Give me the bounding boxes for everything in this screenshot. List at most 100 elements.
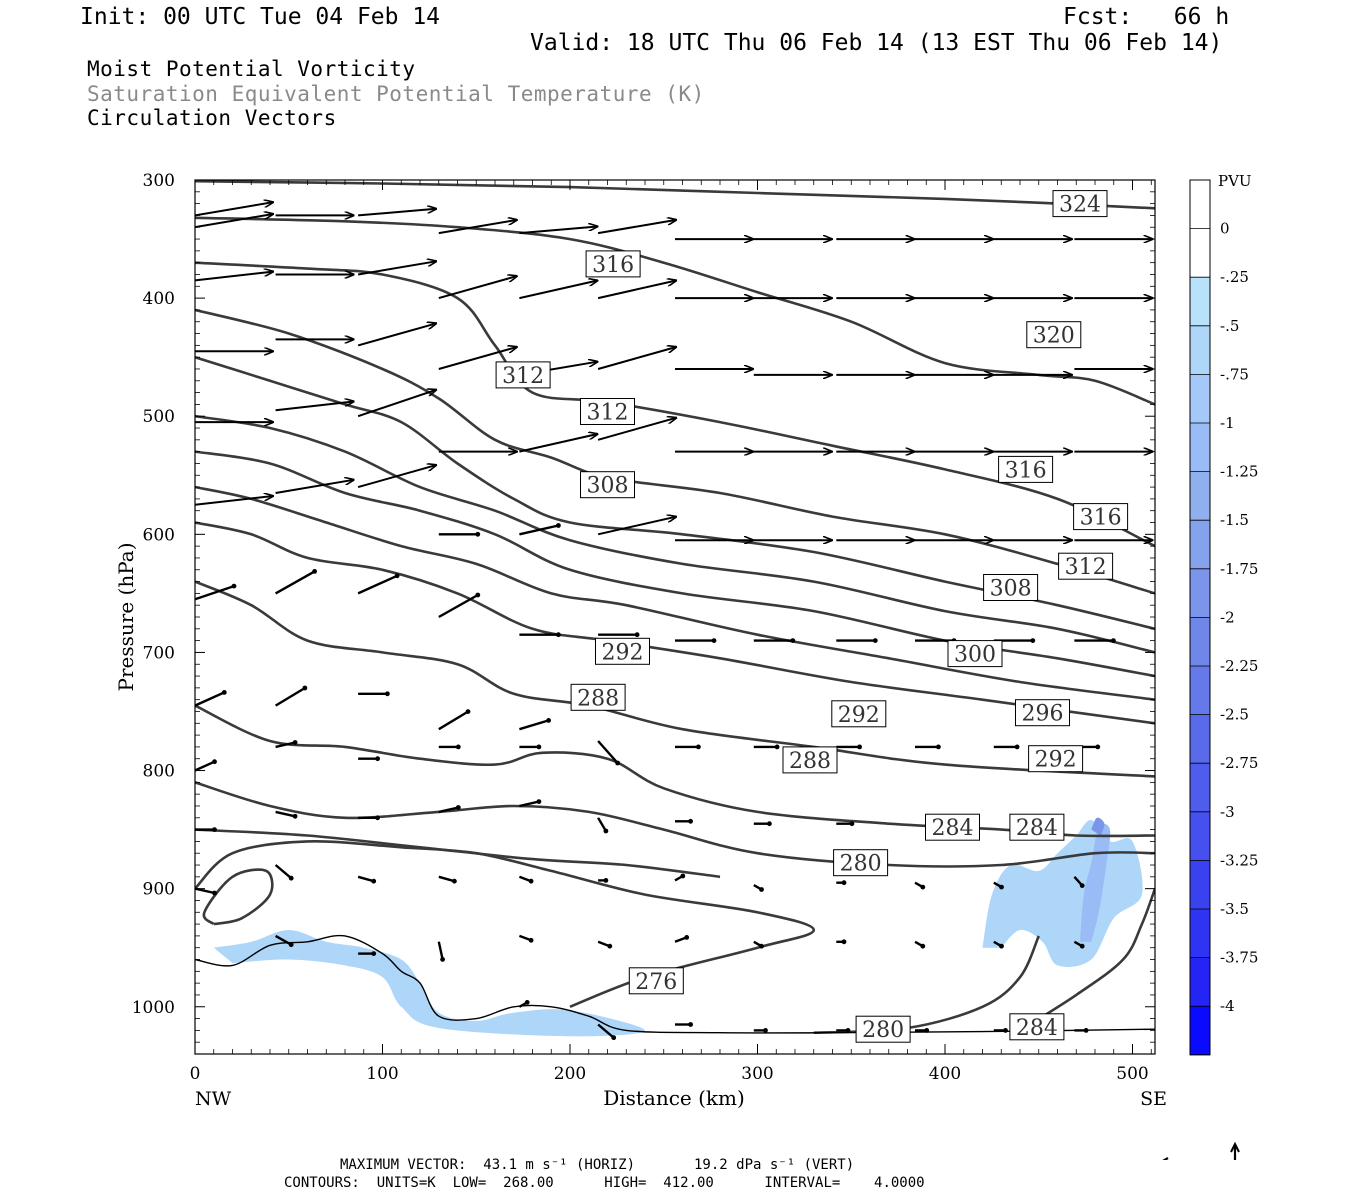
contour-label: 288 — [789, 749, 831, 774]
vector-head — [288, 942, 294, 948]
circulation-vector — [438, 347, 517, 370]
vector-head — [711, 638, 717, 643]
x-end-label-right: SE — [1140, 1088, 1167, 1110]
contour-label: 308 — [990, 577, 1032, 602]
colorbar-swatch — [1190, 374, 1210, 424]
terrain-line — [195, 934, 1155, 1034]
colorbar-swatch — [1190, 180, 1210, 230]
contour-label: 280 — [862, 1018, 904, 1043]
circulation-vector — [519, 434, 597, 453]
colorbar-label: -4 — [1220, 997, 1235, 1015]
vector-head — [1003, 1028, 1008, 1033]
colorbar-swatch — [1190, 666, 1210, 716]
contour-label: 312 — [502, 364, 544, 389]
theta-contour-316 — [195, 261, 1155, 548]
colorbar-swatch — [1190, 714, 1210, 764]
circulation-vector — [274, 864, 292, 880]
contour-label: 280 — [840, 852, 882, 877]
circulation-vector — [357, 323, 436, 347]
vector-layer — [195, 202, 1152, 1041]
circulation-vector — [195, 496, 273, 506]
contour-label: 292 — [838, 703, 880, 728]
x-tick-label: 200 — [554, 1064, 586, 1084]
vector-head — [1014, 744, 1020, 750]
theta-contour-288 — [195, 580, 1155, 778]
circulation-vector — [437, 941, 444, 960]
max-vector-info: MAXIMUM VECTOR: 43.1 m s⁻¹ (HORIZ) 19.2 … — [340, 1157, 855, 1173]
vector-head — [292, 813, 298, 819]
colorbar-label: -.5 — [1220, 317, 1239, 335]
pv-shade-region — [1091, 817, 1105, 836]
circulation-vector — [597, 347, 676, 370]
circulation-vector — [438, 220, 517, 235]
vector-head — [440, 957, 445, 962]
vector-head — [385, 691, 390, 697]
contour-label: 324 — [1059, 193, 1101, 218]
vector-head — [790, 638, 796, 643]
contour-label: 296 — [1022, 702, 1064, 727]
vector-head — [1079, 883, 1085, 888]
vector-head — [680, 873, 686, 879]
vector-head — [774, 744, 780, 750]
vector-head — [212, 759, 217, 765]
vector-head — [371, 951, 377, 956]
vector-head — [546, 718, 551, 723]
y-tick-label: 700 — [143, 643, 175, 663]
theta-contour-276 — [195, 839, 816, 1009]
colorbar-label: -3.5 — [1220, 900, 1249, 918]
vector-head — [688, 818, 693, 824]
pv-shade-region — [213, 930, 646, 1037]
circulation-vector — [274, 686, 306, 707]
valid-time: Valid: 18 UTC Thu 06 Feb 14 (13 EST Thu … — [530, 30, 1223, 56]
vector-head — [1079, 943, 1085, 949]
vector-head — [607, 943, 613, 949]
vector-head — [841, 880, 847, 886]
vector-head — [936, 744, 941, 750]
vector-head — [394, 573, 400, 579]
vector-head — [767, 821, 772, 827]
circulation-vector — [275, 402, 354, 412]
colorbar-swatch — [1190, 957, 1210, 1007]
colorbar-swatch — [1190, 617, 1210, 667]
contour-label-box — [628, 967, 684, 995]
vector-head — [920, 884, 926, 890]
contour-label: 292 — [1035, 748, 1077, 773]
contour-label-box — [855, 1015, 911, 1043]
circulation-vector — [519, 800, 540, 808]
circulation-vector — [195, 584, 235, 601]
circulation-vector — [195, 887, 215, 895]
circulation-vector — [597, 517, 676, 536]
contour-label: 312 — [587, 401, 629, 426]
vector-head — [845, 1028, 851, 1033]
contour-label-box — [1028, 745, 1084, 773]
colorbar-label: -3 — [1220, 803, 1235, 821]
circulation-vector — [357, 465, 436, 489]
contour-label-box — [983, 574, 1039, 601]
contour-label: 276 — [635, 970, 677, 995]
vector-head — [1095, 744, 1101, 750]
colorbar-label: -2.75 — [1220, 754, 1258, 772]
circulation-vector — [597, 1023, 615, 1039]
colorbar-label: -1.75 — [1220, 560, 1258, 578]
circulation-vector — [357, 574, 398, 595]
circulation-vector — [195, 202, 273, 217]
circulation-vector — [438, 875, 455, 883]
vector-head — [920, 943, 926, 949]
circulation-vector — [597, 418, 676, 441]
vector-head — [375, 756, 380, 762]
contour-label-box — [595, 637, 650, 665]
vector-head — [759, 943, 764, 949]
circulation-vector — [275, 810, 296, 818]
circulation-vector — [195, 214, 273, 229]
circulation-vector — [438, 276, 517, 300]
vector-head — [615, 760, 620, 766]
colorbar-swatch — [1190, 228, 1210, 278]
circulation-vector — [358, 209, 436, 217]
reference-vector — [1162, 1141, 1240, 1160]
colorbar-swatch — [1190, 520, 1210, 570]
x-tick-label: 100 — [366, 1064, 398, 1084]
field-title-vectors: Circulation Vectors — [87, 106, 337, 130]
vector-head — [302, 685, 308, 691]
vector-head — [455, 744, 461, 750]
circulation-vector — [195, 760, 215, 772]
